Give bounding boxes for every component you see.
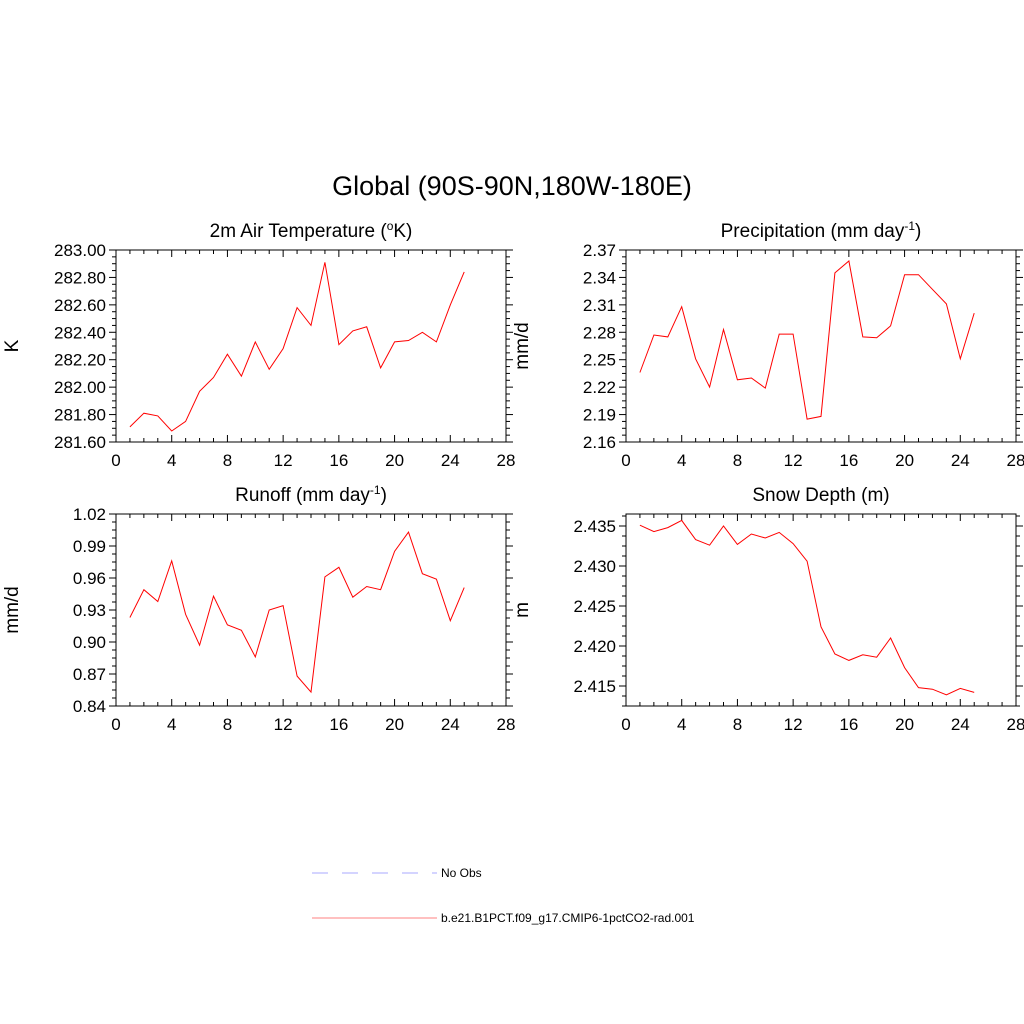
x-tick-label: 12 [274,451,293,470]
y-tick-label: 2.425 [573,597,616,616]
series-line [639,260,975,420]
panel-title: Runoff (mm day-1) [235,483,387,506]
y-tick-label: 282.00 [54,378,106,397]
y-tick-label: 0.90 [73,633,106,652]
x-tick-label: 28 [497,451,516,470]
x-tick-label: 28 [1007,715,1024,734]
panel-1: 2m Air Temperature (oK) 0 4 8 12 16 20 24 28 281.… [2,219,515,470]
x-tick-label: 12 [274,715,293,734]
series-line [639,519,975,696]
y-tick-label: 2.415 [573,677,616,696]
main-title: Global (90S-90N,180W-180E) [332,171,692,201]
x-tick-label: 0 [111,715,120,734]
y-tick-label: 283.00 [54,241,106,260]
x-tick-label: 0 [621,715,630,734]
y-tick-label: 2.25 [583,351,616,370]
y-axis-label: K [2,339,23,352]
x-tick-label: 4 [677,715,686,734]
chart-panels: 2m Air Temperature (oK)0 4 8 12 16 20 24 28281.… [2,219,1024,734]
y-axis-label: m [512,602,533,618]
x-tick-label: 4 [167,715,176,734]
y-tick-label: 2.34 [583,268,616,287]
y-tick-label: 0.87 [73,665,106,684]
y-axis-label: mm/d [512,322,533,370]
x-tick-label: 24 [951,715,970,734]
legend: No Obs b.e21.B1PCT.f09_g17.CMIP6-1pctCO2-… [312,866,695,925]
x-tick-label: 4 [677,451,686,470]
panel-title: Precipitation (mm day-1) [721,219,922,242]
x-tick-label: 20 [895,451,914,470]
legend-label: No Obs [441,866,482,880]
x-tick-label: 16 [329,451,348,470]
y-tick-label: 2.19 [583,406,616,425]
y-axis-label: mm/d [2,586,23,634]
y-tick-label: 281.60 [54,433,106,452]
panel-2: Precipitation (mm day-1) 0 4 8 12 16 20 24 28 2.1… [512,219,1024,470]
x-tick-label: 20 [385,451,404,470]
plot-frame [115,249,507,443]
y-tick-label: 2.22 [583,378,616,397]
panel-4: Snow Depth (m) 0 4 8 12 16 20 24 28 2.415 2.420 2.4… [512,485,1024,734]
x-tick-label: 12 [784,451,803,470]
y-tick-label: 0.84 [73,697,106,716]
x-tick-label: 20 [385,715,404,734]
y-tick-label: 2.31 [583,296,616,315]
x-tick-label: 12 [784,715,803,734]
y-tick-label: 281.80 [54,406,106,425]
x-tick-label: 0 [621,451,630,470]
y-tick-label: 2.430 [573,557,616,576]
x-tick-label: 8 [223,715,232,734]
x-tick-label: 8 [733,451,742,470]
y-tick-label: 0.96 [73,569,106,588]
x-tick-label: 20 [895,715,914,734]
y-tick-label: 2.420 [573,637,616,656]
panel-title: 2m Air Temperature (oK) [210,219,413,242]
panel-title: Snow Depth (m) [752,485,889,506]
plot-frame [625,513,1017,707]
x-tick-label: 8 [733,715,742,734]
y-tick-label: 2.37 [583,241,616,260]
y-tick-label: 282.20 [54,351,106,370]
x-tick-label: 0 [111,451,120,470]
x-tick-label: 28 [1007,451,1024,470]
x-tick-label: 8 [223,451,232,470]
x-tick-label: 24 [441,715,460,734]
x-tick-label: 16 [839,451,858,470]
x-tick-label: 4 [167,451,176,470]
series-line [129,262,465,432]
x-tick-label: 24 [951,451,970,470]
y-tick-label: 2.16 [583,433,616,452]
legend-label: b.e21.B1PCT.f09_g17.CMIP6-1pctCO2-rad.00… [441,911,695,925]
panel-3: Runoff (mm day-1) 0 4 8 12 16 20 24 28 0.84 0.87 0.… [2,483,515,734]
x-tick-label: 16 [839,715,858,734]
y-tick-label: 0.93 [73,601,106,620]
x-tick-label: 24 [441,451,460,470]
y-tick-label: 2.435 [573,517,616,536]
y-tick-label: 282.80 [54,268,106,287]
y-tick-label: 1.02 [73,505,106,524]
y-tick-label: 282.60 [54,296,106,315]
series-line [129,531,465,694]
x-tick-label: 28 [497,715,516,734]
x-tick-label: 16 [329,715,348,734]
y-tick-label: 2.28 [583,323,616,342]
y-tick-label: 282.40 [54,323,106,342]
y-tick-label: 0.99 [73,537,106,556]
plot-frame [115,513,507,707]
